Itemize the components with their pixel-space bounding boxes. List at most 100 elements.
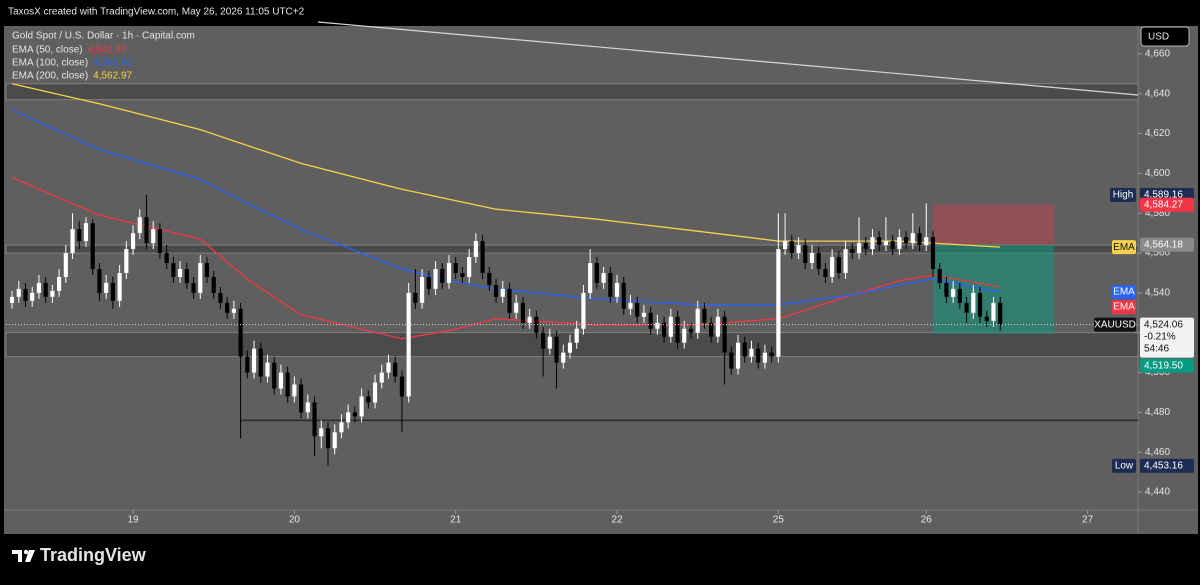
candle-body bbox=[77, 229, 82, 242]
last-countdown: 54:46 bbox=[1144, 343, 1169, 354]
candle-body bbox=[668, 316, 673, 337]
candle-body bbox=[776, 249, 781, 357]
candle-body bbox=[836, 257, 841, 273]
candle-body bbox=[204, 263, 210, 277]
candle-body bbox=[124, 249, 129, 273]
candle-body bbox=[164, 253, 169, 264]
candle-body bbox=[359, 396, 364, 417]
y-tick-label: 4,440 bbox=[1145, 487, 1170, 498]
candle-body bbox=[769, 352, 774, 357]
candle-body bbox=[191, 282, 196, 293]
candle-body bbox=[117, 272, 122, 301]
candle-body bbox=[998, 302, 1003, 325]
candle-body bbox=[588, 263, 593, 293]
candle-body bbox=[346, 412, 351, 423]
candle-body bbox=[749, 348, 754, 357]
candle-body bbox=[930, 237, 936, 269]
y-tick-label: 4,600 bbox=[1145, 168, 1170, 179]
candle-body bbox=[30, 292, 35, 301]
candle-body bbox=[225, 302, 230, 313]
candle-body bbox=[702, 308, 707, 323]
currency-box[interactable] bbox=[1140, 26, 1190, 47]
low-value: 4,453.16 bbox=[1144, 461, 1183, 472]
candle-body bbox=[809, 253, 815, 264]
candle-body bbox=[198, 263, 203, 293]
high-value: 4,589.16 bbox=[1144, 190, 1183, 201]
candle-body bbox=[493, 284, 499, 297]
candle-body bbox=[70, 229, 75, 254]
candle-body bbox=[312, 402, 317, 437]
candle-body bbox=[9, 296, 15, 303]
candle-body bbox=[231, 308, 236, 313]
legend-value: 4,540.40 bbox=[93, 58, 132, 69]
candle-body bbox=[534, 316, 539, 333]
candle-body bbox=[675, 316, 680, 343]
trend-line bbox=[317, 21, 1139, 96]
candle-body bbox=[36, 282, 42, 293]
low-caption-box bbox=[1112, 458, 1136, 473]
candle-body bbox=[292, 384, 297, 397]
candle-body bbox=[621, 282, 626, 309]
high-caption: High bbox=[1113, 190, 1134, 201]
candle-body bbox=[319, 428, 324, 437]
candle-body bbox=[440, 268, 445, 283]
legend-entry: EMA (100, close) bbox=[12, 58, 88, 69]
candle-body bbox=[608, 272, 613, 297]
legend-value: 4,562.97 bbox=[93, 71, 132, 82]
last-change: -0.21% bbox=[1144, 331, 1176, 342]
last-symbol-box bbox=[1094, 317, 1136, 332]
candle-body bbox=[890, 241, 895, 250]
target-value-box bbox=[1140, 358, 1194, 373]
candle-body bbox=[614, 282, 620, 297]
candle-body bbox=[473, 241, 478, 258]
candle-body bbox=[386, 362, 391, 373]
y-tick-label: 4,620 bbox=[1145, 128, 1170, 139]
candle-body bbox=[520, 302, 526, 323]
candle-body bbox=[977, 292, 983, 317]
candle-body bbox=[487, 272, 492, 285]
candle-body bbox=[796, 245, 801, 254]
brand: TradingView bbox=[40, 545, 147, 565]
candle-body bbox=[184, 268, 189, 283]
candle-body bbox=[63, 253, 68, 277]
candle-body bbox=[151, 229, 156, 244]
candle-body bbox=[944, 282, 949, 297]
candle-body bbox=[372, 382, 378, 403]
candle-body bbox=[628, 302, 633, 309]
candle-body bbox=[843, 249, 848, 273]
candle-body bbox=[157, 229, 163, 254]
candle-body bbox=[446, 263, 452, 283]
entry-value-box bbox=[1140, 237, 1194, 252]
currency: USD bbox=[1148, 32, 1169, 43]
candle-body bbox=[823, 268, 828, 277]
x-tick-label: 22 bbox=[611, 515, 623, 526]
x-tick-label: 26 bbox=[921, 515, 933, 526]
ema-tag: EMA bbox=[1113, 242, 1135, 253]
zone bbox=[5, 83, 1139, 101]
candle-body bbox=[393, 362, 398, 377]
candle-body bbox=[601, 272, 606, 283]
stop-value: 4,584.27 bbox=[1144, 199, 1183, 210]
candle-body bbox=[325, 428, 331, 449]
candle-body bbox=[641, 312, 647, 317]
y-tick-label: 4,540 bbox=[1145, 288, 1170, 299]
ema-tag: EMA bbox=[1113, 287, 1135, 298]
plot-area bbox=[5, 83, 1139, 466]
candle-body bbox=[352, 412, 357, 417]
low-caption: Low bbox=[1115, 461, 1134, 472]
candle-body bbox=[951, 288, 956, 297]
candle-body bbox=[991, 302, 996, 321]
x-tick-label: 19 bbox=[127, 515, 139, 526]
candle-body bbox=[16, 288, 21, 297]
candle-body bbox=[709, 322, 714, 337]
candle-body bbox=[272, 362, 277, 389]
candle-body bbox=[729, 352, 734, 369]
candle-body bbox=[783, 241, 788, 250]
y-tick-label: 4,560 bbox=[1145, 248, 1170, 259]
candle-body bbox=[285, 372, 290, 397]
candle-body bbox=[830, 257, 835, 277]
candle-body bbox=[406, 292, 411, 397]
candle-body bbox=[803, 245, 808, 264]
candle-body bbox=[453, 263, 458, 273]
ema-line bbox=[11, 83, 1001, 248]
